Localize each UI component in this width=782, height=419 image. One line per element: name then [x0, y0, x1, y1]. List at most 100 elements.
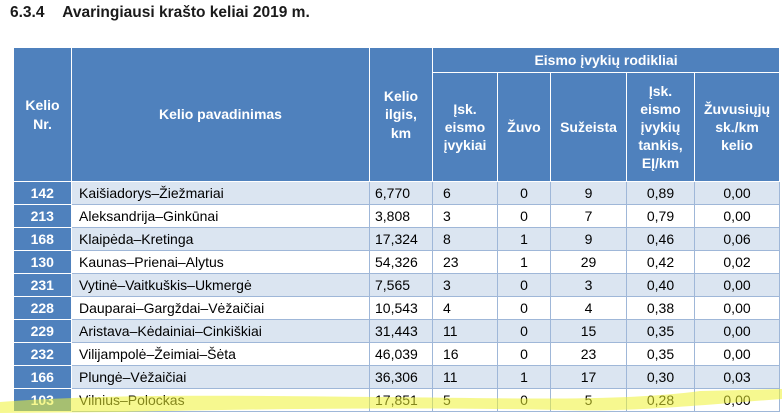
- cell-road-name: Aleksandrija–Ginkūnai: [71, 204, 370, 228]
- table-body: 142 Kaišiadorys–Žiežmariai 6,770 6 0 9 0,89 0,0…: [13, 181, 781, 412]
- col-incidents: Įsk. eismo įvykiai: [432, 72, 498, 182]
- cell-injured: 3: [550, 273, 627, 297]
- cell-density: 0,28: [626, 388, 695, 412]
- cell-injured: 5: [550, 388, 627, 412]
- cell-injured: 29: [550, 250, 627, 274]
- cell-incidents: 8: [432, 227, 498, 251]
- cell-road-name: Aristava–Kėdainiai–Cinkiškiai: [71, 319, 370, 343]
- cell-killed-rate: 0,02: [694, 250, 781, 274]
- cell-road-length: 54,326: [369, 250, 433, 274]
- cell-killed: 0: [497, 273, 551, 297]
- cell-killed-rate: 0,00: [694, 181, 781, 205]
- cell-road-name: Kaišiadorys–Žiežmariai: [71, 181, 370, 205]
- cell-road-length: 46,039: [369, 342, 433, 366]
- table-row: 232 Vilijampolė–Žeimiai–Šėta 46,039 16 0 23 0,…: [13, 342, 781, 366]
- cell-road-name: Dauparai–Gargždai–Vėžaičiai: [71, 296, 370, 320]
- cell-road-number: 103: [13, 388, 72, 412]
- cell-injured: 4: [550, 296, 627, 320]
- cell-density: 0,42: [626, 250, 695, 274]
- cell-density: 0,35: [626, 342, 695, 366]
- cell-incidents: 23: [432, 250, 498, 274]
- section-number: 6.3.4: [10, 4, 45, 21]
- cell-road-number: 213: [13, 204, 72, 228]
- section-heading: 6.3.4 Avaringiausi krašto keliai 2019 m.: [10, 4, 310, 22]
- cell-road-length: 17,324: [369, 227, 433, 251]
- cell-killed-rate: 0,00: [694, 204, 781, 228]
- cell-road-length: 10,543: [369, 296, 433, 320]
- cell-density: 0,38: [626, 296, 695, 320]
- cell-incidents: 3: [432, 273, 498, 297]
- table-row: 231 Vytinė–Vaitkuškis–Ukmergė 7,565 3 0 3 0,40…: [13, 273, 781, 297]
- accident-roads-table: Kelio Nr. Kelio pavadinimas Kelio ilgis,…: [13, 47, 781, 412]
- cell-road-name: Vytinė–Vaitkuškis–Ukmergė: [71, 273, 370, 297]
- cell-road-name: Kaunas–Prienai–Alytus: [71, 250, 370, 274]
- cell-incidents: 16: [432, 342, 498, 366]
- cell-killed-rate: 0,00: [694, 273, 781, 297]
- cell-injured: 9: [550, 181, 627, 205]
- cell-road-name: Plungė–Vėžaičiai: [71, 365, 370, 389]
- cell-road-name: Klaipėda–Kretinga: [71, 227, 370, 251]
- cell-road-length: 6,770: [369, 181, 433, 205]
- cell-killed: 0: [497, 319, 551, 343]
- cell-road-length: 36,306: [369, 365, 433, 389]
- cell-injured: 15: [550, 319, 627, 343]
- col-killed: Žuvo: [497, 72, 551, 182]
- table-row: 168 Klaipėda–Kretinga 17,324 8 1 9 0,46 0,06: [13, 227, 781, 251]
- col-road-name: Kelio pavadinimas: [71, 47, 370, 182]
- cell-road-length: 17,851: [369, 388, 433, 412]
- cell-injured: 7: [550, 204, 627, 228]
- cell-killed-rate: 0,00: [694, 388, 781, 412]
- cell-density: 0,40: [626, 273, 695, 297]
- cell-incidents: 11: [432, 319, 498, 343]
- cell-killed: 0: [497, 204, 551, 228]
- cell-incidents: 11: [432, 365, 498, 389]
- cell-road-number: 142: [13, 181, 72, 205]
- cell-road-number: 232: [13, 342, 72, 366]
- cell-road-number: 231: [13, 273, 72, 297]
- cell-road-number: 168: [13, 227, 72, 251]
- cell-road-name: Vilijampolė–Žeimiai–Šėta: [71, 342, 370, 366]
- table-row: 130 Kaunas–Prienai–Alytus 54,326 23 1 29 0,42 0…: [13, 250, 781, 274]
- cell-road-length: 7,565: [369, 273, 433, 297]
- cell-incidents: 5: [432, 388, 498, 412]
- cell-density: 0,35: [626, 319, 695, 343]
- cell-killed: 0: [497, 296, 551, 320]
- cell-road-number: 166: [13, 365, 72, 389]
- cell-killed-rate: 0,00: [694, 319, 781, 343]
- cell-injured: 9: [550, 227, 627, 251]
- cell-road-number: 228: [13, 296, 72, 320]
- cell-density: 0,46: [626, 227, 695, 251]
- table-row: 166 Plungė–Vėžaičiai 36,306 11 1 17 0,30 0,03: [13, 365, 781, 389]
- table-row: 213 Aleksandrija–Ginkūnai 3,808 3 0 7 0,79 0,00: [13, 204, 781, 228]
- cell-killed-rate: 0,00: [694, 296, 781, 320]
- cell-road-number: 130: [13, 250, 72, 274]
- cell-killed: 0: [497, 342, 551, 366]
- cell-density: 0,30: [626, 365, 695, 389]
- table-row: 103 Vilnius–Polockas 17,851 5 0 5 0,28 0,00: [13, 388, 781, 412]
- cell-killed: 1: [497, 365, 551, 389]
- cell-road-length: 31,443: [369, 319, 433, 343]
- col-injured: Sužeista: [550, 72, 627, 182]
- cell-killed: 0: [497, 181, 551, 205]
- cell-killed-rate: 0,00: [694, 342, 781, 366]
- cell-injured: 17: [550, 365, 627, 389]
- cell-density: 0,79: [626, 204, 695, 228]
- section-title: Avaringiausi krašto keliai 2019 m.: [62, 4, 310, 21]
- cell-road-number: 229: [13, 319, 72, 343]
- cell-incidents: 6: [432, 181, 498, 205]
- table-row: 142 Kaišiadorys–Žiežmariai 6,770 6 0 9 0,89 0,0…: [13, 181, 781, 205]
- cell-road-length: 3,808: [369, 204, 433, 228]
- cell-killed-rate: 0,06: [694, 227, 781, 251]
- col-density: Įsk. eismo įvykių tankis, EĮ/km: [626, 72, 695, 182]
- table-row: 228 Dauparai–Gargždai–Vėžaičiai 10,543 4 0 4 0…: [13, 296, 781, 320]
- cell-killed: 1: [497, 250, 551, 274]
- col-road-number: Kelio Nr.: [13, 47, 72, 182]
- cell-killed: 1: [497, 227, 551, 251]
- cell-incidents: 4: [432, 296, 498, 320]
- col-group-incident-indicators: Eismo įvykių rodikliai: [431, 47, 781, 73]
- cell-killed-rate: 0,03: [694, 365, 781, 389]
- table-row: 229 Aristava–Kėdainiai–Cinkiškiai 31,443 11…: [13, 319, 781, 343]
- col-killed-rate: Žuvusiųjų sk./km kelio: [693, 72, 781, 182]
- cell-road-name: Vilnius–Polockas: [71, 388, 370, 412]
- col-road-length: Kelio ilgis, km: [369, 47, 433, 182]
